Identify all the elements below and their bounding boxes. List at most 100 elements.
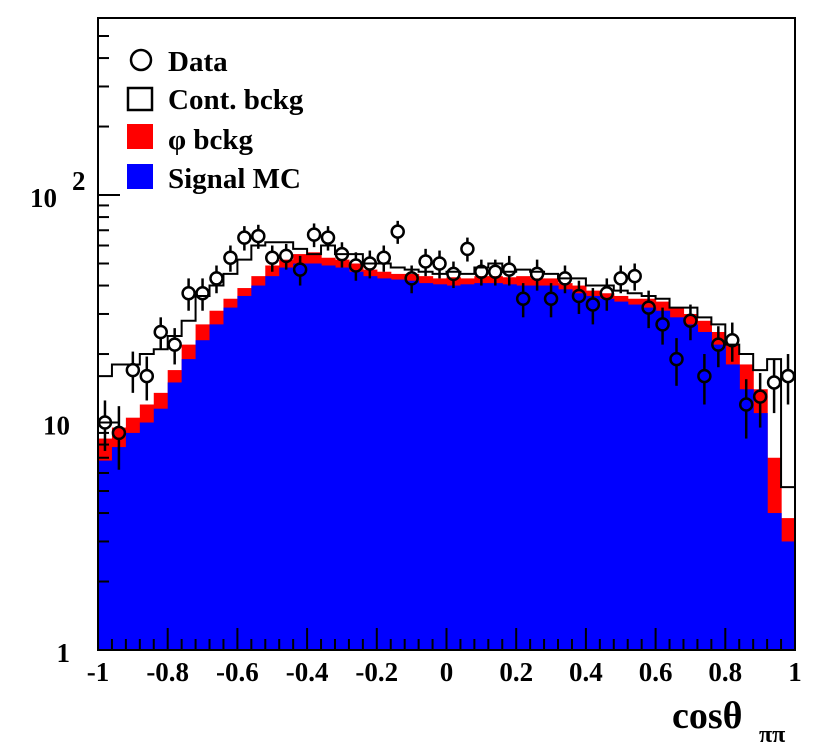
signal-bar xyxy=(488,283,503,650)
signal-bar xyxy=(98,460,113,650)
signal-bar xyxy=(293,263,308,650)
legend-data-label: Data xyxy=(168,46,228,78)
x-tick-label: 1 xyxy=(788,657,802,687)
data-point xyxy=(474,264,489,279)
x-tick-label: 0.2 xyxy=(499,657,533,687)
data-point xyxy=(571,288,587,304)
signal-bar xyxy=(781,541,796,650)
signal-bar xyxy=(362,276,378,650)
data-point xyxy=(766,375,782,390)
signal-bar xyxy=(307,263,322,650)
legend-signal-label: Signal MC xyxy=(168,163,301,195)
signal-bar xyxy=(753,413,768,650)
x-axis-title-theta: θ xyxy=(723,695,743,737)
data-point xyxy=(265,250,280,265)
data-point xyxy=(501,262,517,277)
signal-bar xyxy=(432,284,448,650)
signal-bar xyxy=(516,285,531,650)
data-point xyxy=(515,291,531,306)
data-point xyxy=(780,368,796,384)
data-point xyxy=(139,368,155,384)
data-point xyxy=(181,286,196,301)
axis-tick-labels: -1 -0.8 -0.6 -0.4 -0.2 0 0.2 0.4 0.6 0.8 1 1 10 10 2 xyxy=(30,166,802,687)
signal-bar xyxy=(376,278,392,650)
x-tick-label: -0.4 xyxy=(286,657,329,687)
signal-bar xyxy=(474,283,489,650)
data-point xyxy=(390,224,405,239)
legend-data-marker xyxy=(129,48,153,72)
svg-text:cosθ: cosθ xyxy=(672,695,743,737)
signal-bar xyxy=(404,280,420,650)
data-point xyxy=(655,317,670,332)
signal-bar xyxy=(390,279,406,650)
data-point xyxy=(697,368,712,384)
signal-bar xyxy=(139,422,155,650)
signal-bar xyxy=(558,289,573,650)
data-point xyxy=(543,291,559,306)
data-point xyxy=(599,286,615,301)
data-point xyxy=(683,313,698,329)
signal-bar xyxy=(446,285,462,650)
data-point xyxy=(292,262,308,277)
x-tick-label: -0.6 xyxy=(216,657,259,687)
signal-bar xyxy=(195,340,211,650)
data-point xyxy=(348,258,364,273)
signal-bar xyxy=(334,267,350,650)
data-point xyxy=(627,268,642,284)
data-point xyxy=(362,256,378,271)
data-point xyxy=(223,250,238,265)
signal-bar xyxy=(725,364,740,650)
signal-bar xyxy=(111,447,127,650)
signal-bar xyxy=(321,265,336,650)
x-tick-label: 0.6 xyxy=(639,657,673,687)
data-point xyxy=(488,264,503,279)
data-point xyxy=(529,266,545,282)
data-point xyxy=(320,230,336,245)
x-tick-label: -0.8 xyxy=(146,657,189,687)
signal-bar xyxy=(544,285,559,650)
data-points xyxy=(97,220,796,470)
legend-cont-label: Cont. bckg xyxy=(168,84,304,116)
data-point xyxy=(195,286,210,301)
signal-bar xyxy=(265,276,280,650)
signal-bar xyxy=(125,432,141,650)
signal-bar xyxy=(460,284,475,650)
signal-bar xyxy=(683,324,699,650)
legend: Data Cont. bckg φ bckg Signal MC xyxy=(126,46,304,195)
x-axis-title-subscript: ππ xyxy=(759,722,785,748)
signal-bar xyxy=(711,344,726,650)
signal-bar xyxy=(209,324,225,650)
signal-bar xyxy=(181,359,197,650)
data-point xyxy=(738,397,754,412)
signal-bar xyxy=(697,331,712,650)
data-point xyxy=(460,241,475,257)
signal-bar xyxy=(641,307,657,650)
signal-bar xyxy=(739,389,754,650)
data-point xyxy=(613,271,628,286)
data-point xyxy=(641,300,656,315)
data-point xyxy=(278,248,294,264)
signal-bar xyxy=(655,310,671,650)
data-point xyxy=(725,332,740,348)
data-point xyxy=(557,271,573,286)
signal-bar xyxy=(599,298,615,650)
x-tick-label: 0 xyxy=(440,657,454,687)
signal-bar xyxy=(530,285,545,650)
signal-bar xyxy=(223,307,238,650)
data-point xyxy=(237,230,252,245)
signal-bar xyxy=(251,285,266,650)
signal-bar xyxy=(167,382,183,650)
signal-bar xyxy=(767,513,782,650)
data-point xyxy=(111,425,127,441)
legend-signal-marker xyxy=(127,164,153,189)
signal-bar xyxy=(571,293,587,650)
data-point xyxy=(251,228,266,244)
data-point xyxy=(404,271,419,286)
data-point xyxy=(376,250,392,265)
data-point xyxy=(153,324,168,340)
data-point xyxy=(209,271,224,286)
y-tick-label: 1 xyxy=(57,638,71,668)
x-tick-label: -0.2 xyxy=(355,657,398,687)
signal-bar xyxy=(627,304,643,650)
